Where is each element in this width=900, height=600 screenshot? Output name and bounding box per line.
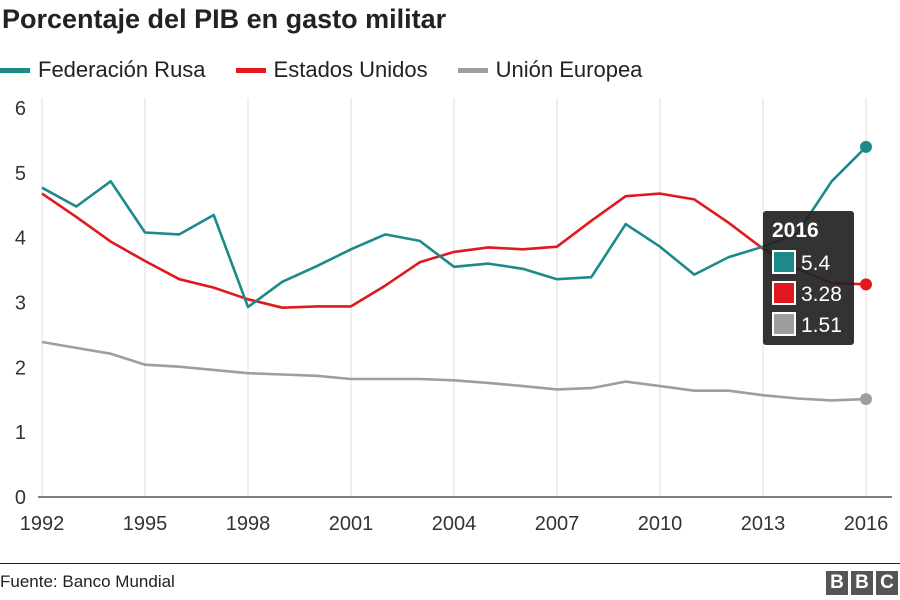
tooltip-swatch bbox=[772, 281, 796, 305]
y-tick-label: 2 bbox=[15, 357, 26, 379]
y-tick-label: 3 bbox=[15, 293, 26, 315]
x-tick-label: 1995 bbox=[123, 513, 168, 535]
bbc-logo-letter: B bbox=[851, 571, 873, 595]
end-marker-rusia[interactable] bbox=[860, 140, 872, 153]
legend-swatch-eeuu bbox=[235, 67, 266, 73]
legend-item-eeuu: Estados Unidos bbox=[235, 57, 428, 83]
y-tick-label: 1 bbox=[15, 422, 26, 444]
grid-layer bbox=[41, 98, 867, 497]
x-tick-label: 2007 bbox=[535, 513, 580, 535]
x-tick-label: 1998 bbox=[226, 513, 271, 535]
series-line-ue[interactable] bbox=[41, 340, 867, 402]
end-marker-eeuu[interactable] bbox=[860, 278, 872, 291]
end-marker-ue[interactable] bbox=[860, 393, 872, 406]
tooltip-value: 1.51 bbox=[801, 314, 842, 337]
legend: Federación Rusa Estados Unidos Unión Eur… bbox=[0, 56, 672, 84]
legend-swatch-ue bbox=[457, 67, 488, 73]
series-line-rusia[interactable] bbox=[41, 145, 867, 309]
tooltip-swatch bbox=[772, 250, 796, 274]
x-tick-label: 2010 bbox=[638, 513, 683, 535]
series-layer[interactable] bbox=[41, 140, 872, 406]
series-line-eeuu[interactable] bbox=[41, 192, 867, 310]
x-tick-label: 2001 bbox=[329, 513, 374, 535]
bbc-logo-letter: C bbox=[876, 571, 898, 595]
y-tick-label: 0 bbox=[15, 487, 26, 509]
tooltip-swatch bbox=[772, 312, 796, 336]
legend-label-eeuu: Estados Unidos bbox=[273, 57, 428, 82]
x-tick-label: 2004 bbox=[432, 513, 477, 535]
line-chart: 1992 1995 1998 2001 2004 2007 2010 2013 2016 0 1 2 3… bbox=[15, 98, 892, 535]
legend-swatch-rusia bbox=[0, 67, 30, 73]
footer-divider bbox=[0, 563, 900, 564]
legend-label-rusia: Federación Rusa bbox=[38, 57, 206, 82]
bbc-logo-letter: B bbox=[826, 571, 848, 595]
legend-label-ue: Unión Europea bbox=[495, 57, 643, 82]
tooltip: 2016 5.4 3.28 1.51 bbox=[763, 211, 854, 345]
x-tick-label: 2013 bbox=[741, 513, 786, 535]
axis-layer: 1992 1995 1998 2001 2004 2007 2010 2013 2016 0 1 2 3… bbox=[15, 98, 892, 535]
y-tick-label: 4 bbox=[15, 228, 26, 250]
y-tick-label: 5 bbox=[15, 163, 26, 185]
y-tick-label: 6 bbox=[15, 98, 26, 120]
legend-item-rusia: Federación Rusa bbox=[0, 57, 206, 83]
tooltip-value: 5.4 bbox=[801, 252, 831, 275]
tooltip-box bbox=[763, 211, 854, 345]
bbc-logo: B B C bbox=[823, 571, 898, 595]
tooltip-year: 2016 bbox=[772, 219, 819, 242]
x-tick-label: 1992 bbox=[20, 513, 65, 535]
tooltip-value: 3.28 bbox=[801, 283, 842, 306]
source-note: Fuente: Banco Mundial bbox=[0, 572, 175, 591]
x-tick-label: 2016 bbox=[844, 513, 889, 535]
chart-title: Porcentaje del PIB en gasto militar bbox=[2, 4, 447, 34]
legend-item-ue: Unión Europea bbox=[457, 57, 643, 83]
